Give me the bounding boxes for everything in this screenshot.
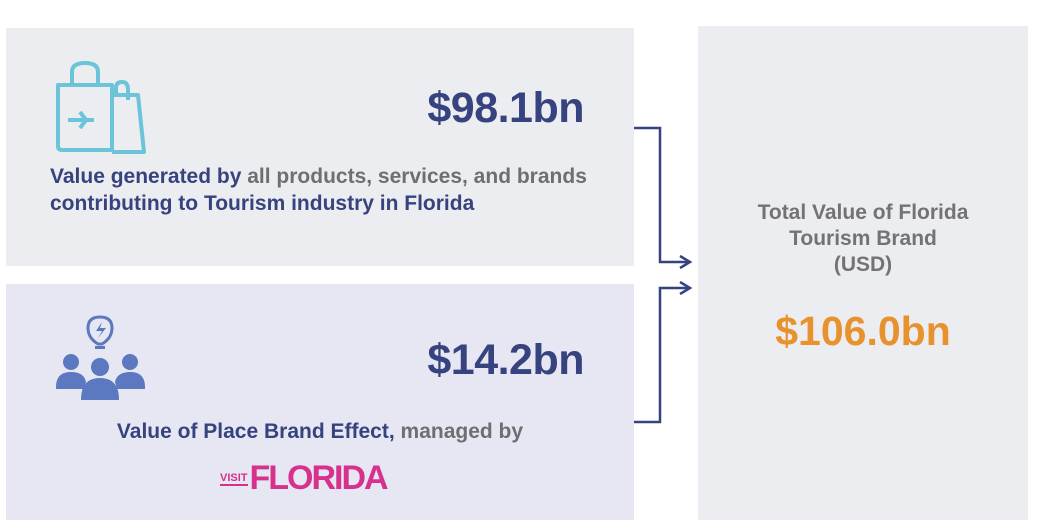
title-line: Total Value of Florida <box>757 201 969 224</box>
place-brand-effect-description: Value of Place Brand Effect, managed by <box>6 418 634 445</box>
shopping-bag-plane-icon <box>56 61 146 154</box>
title-line: (USD) <box>833 253 893 276</box>
place-brand-effect-card: $14.2bn Value of Place Brand Effect, man… <box>6 284 634 520</box>
desc-part: all products, services, and brands <box>247 165 587 188</box>
place-brand-effect-value: $14.2bn <box>427 336 584 384</box>
desc-part: contributing to Tourism industry in Flor… <box>50 192 475 215</box>
logo-visit: VISIT <box>220 472 248 486</box>
total-value-title: Total Value of Florida Tourism Brand (US… <box>698 200 1028 278</box>
desc-part: managed by <box>400 420 524 443</box>
tourism-industry-description: Value generated by all products, service… <box>50 163 610 217</box>
total-value-card: Total Value of Florida Tourism Brand (US… <box>698 26 1028 520</box>
desc-part: Value of Place Brand Effect, <box>116 420 401 443</box>
visit-florida-logo: VISIT FLORIDA <box>220 459 389 497</box>
total-value: $106.0bn <box>775 308 951 354</box>
desc-part: Value generated by <box>50 165 248 188</box>
people-lightbulb-icon <box>56 315 145 400</box>
logo-florida: FLORIDA <box>249 459 389 497</box>
tourism-industry-value-card: $98.1bn Value generated by all products,… <box>6 28 634 266</box>
title-line: Tourism Brand <box>789 227 937 250</box>
tourism-industry-value: $98.1bn <box>427 84 584 132</box>
